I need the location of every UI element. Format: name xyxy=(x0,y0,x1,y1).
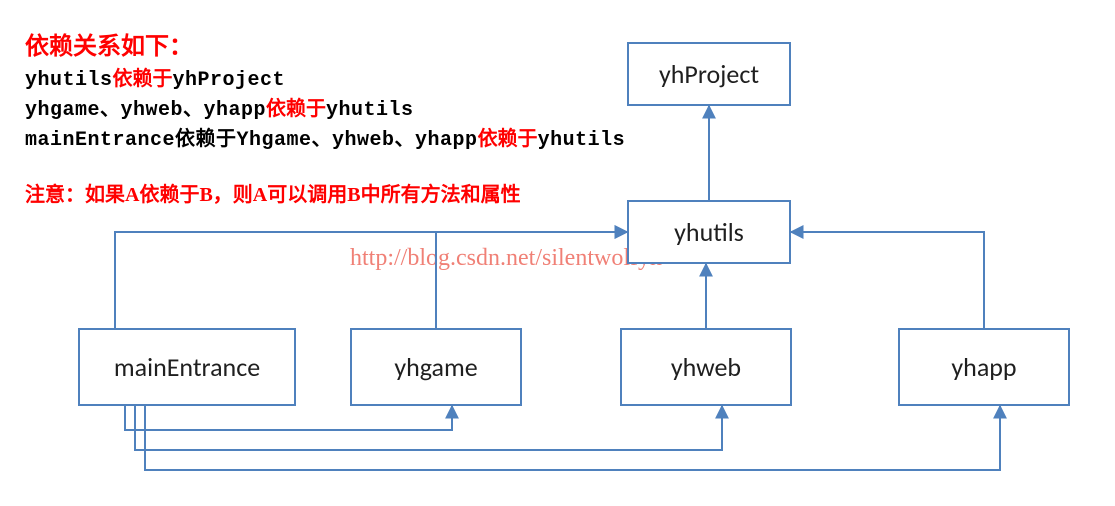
text-segment: yhutils xyxy=(538,129,626,152)
edge-mainEntrance-to-yhapp xyxy=(145,406,1000,470)
node-yhutils: yhutils xyxy=(627,200,791,264)
node-label: yhapp xyxy=(900,330,1068,404)
edge-mainEntrance-to-yhgame xyxy=(125,406,452,430)
text-segment: 注意：如果A依赖于B，则A可以调用B中所有方法和属性 xyxy=(25,184,521,206)
watermark: http://blog.csdn.net/silentwolfyh xyxy=(350,245,662,272)
text-segment: yhutils xyxy=(25,69,113,92)
node-yhweb: yhweb xyxy=(620,328,792,406)
text-line: yhgame、yhweb、yhapp依赖于yhutils xyxy=(25,92,414,122)
text-segment: yhutils xyxy=(326,99,414,122)
node-yhgame: yhgame xyxy=(350,328,522,406)
text-line: 注意：如果A依赖于B，则A可以调用B中所有方法和属性 xyxy=(25,178,521,207)
node-label: yhgame xyxy=(352,330,520,404)
node-mainEntrance: mainEntrance xyxy=(78,328,296,406)
node-label: yhProject xyxy=(629,44,789,104)
text-segment: 依赖于 xyxy=(113,68,173,90)
text-segment: mainEntrance依赖于Yhgame、yhweb、yhapp xyxy=(25,129,478,152)
text-line: mainEntrance依赖于Yhgame、yhweb、yhapp依赖于yhut… xyxy=(25,122,625,152)
text-segment: 依赖于 xyxy=(478,128,538,150)
node-label: yhweb xyxy=(622,330,790,404)
text-segment: yhProject xyxy=(173,69,286,92)
node-label: yhutils xyxy=(629,202,789,262)
text-segment: 依赖于 xyxy=(266,98,326,120)
edge-mainEntrance-to-yhweb xyxy=(135,406,722,450)
text-segment: yhgame、yhweb、yhapp xyxy=(25,99,266,122)
node-label: mainEntrance xyxy=(80,330,294,404)
title: 依赖关系如下： xyxy=(25,26,193,61)
text-line: yhutils依赖于yhProject xyxy=(25,62,285,92)
edge-yhapp-to-yhutils xyxy=(791,232,984,328)
node-yhProject: yhProject xyxy=(627,42,791,106)
node-yhapp: yhapp xyxy=(898,328,1070,406)
